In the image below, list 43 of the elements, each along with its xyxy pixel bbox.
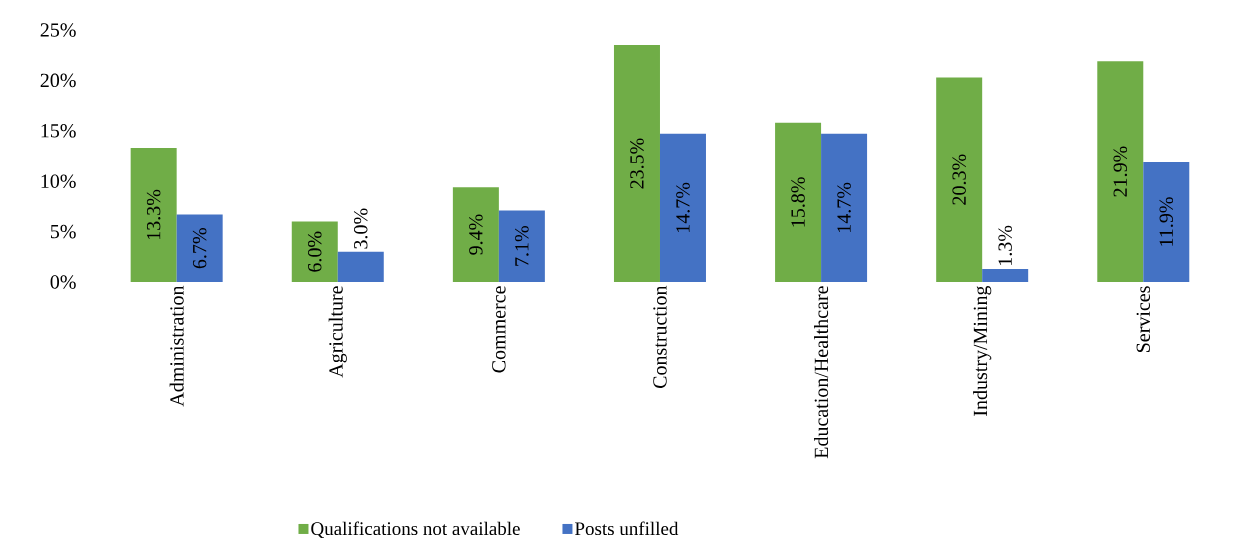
bar (498, 210, 545, 282)
legend-label: Posts unfilled (575, 521, 679, 536)
data-label: 13.3% (146, 189, 161, 240)
bar (821, 133, 868, 282)
x-tick-label: Commerce (492, 286, 506, 373)
bar (291, 221, 338, 282)
bar (176, 214, 223, 282)
data-label: 7.1% (515, 226, 529, 266)
x-tick-label: Education/Healthcare (814, 286, 829, 459)
data-label: 21.9% (1113, 146, 1128, 197)
y-tick-label: 25% (40, 23, 76, 37)
x-tick-label: Industry/Mining (973, 285, 992, 416)
bar (775, 122, 822, 282)
bar (1143, 162, 1190, 282)
data-label: 6.0% (307, 231, 322, 272)
data-label: 9.4% (469, 214, 483, 255)
x-tick-label: Administration (169, 285, 184, 407)
data-label: 3.0% (353, 208, 368, 249)
data-label: 6.7% (192, 228, 207, 269)
data-label: 14.7% (837, 182, 851, 232)
bar (936, 77, 983, 282)
data-label: 15.8% (791, 177, 805, 227)
x-tick-label: Agriculture (328, 286, 347, 378)
bar (337, 251, 384, 282)
y-tick-label: 15% (41, 124, 76, 138)
bar (1097, 61, 1144, 282)
data-label: 14.7% (676, 182, 690, 232)
y-tick-label: 10% (41, 174, 76, 188)
y-tick-label: 20% (40, 73, 76, 88)
data-label: 23.5% (630, 138, 644, 189)
x-tick-label: Services (1136, 286, 1150, 352)
bar (130, 147, 177, 282)
bar (452, 187, 499, 282)
y-tick-label: 5% (50, 224, 76, 239)
bar (982, 268, 1029, 282)
data-label: 1.3% (998, 225, 1012, 265)
legend-label: Qualifications not available (311, 521, 520, 538)
data-label: 11.9% (1159, 197, 1174, 246)
y-tick-label: 0% (50, 275, 76, 289)
bar (659, 133, 706, 282)
bar (613, 45, 660, 282)
data-label: 20.3% (952, 154, 966, 205)
x-tick-label: Construction (653, 285, 667, 389)
